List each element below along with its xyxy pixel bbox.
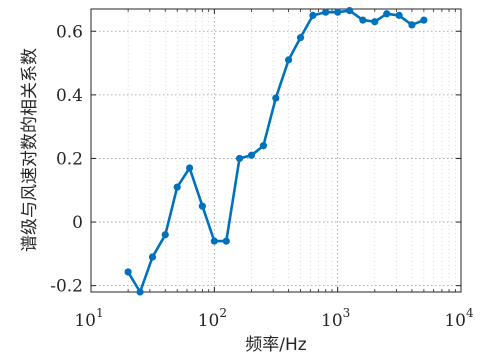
data-point (124, 268, 132, 276)
y-tick-label: 0.4 (56, 86, 83, 106)
data-point (395, 11, 403, 19)
data-point (198, 202, 206, 210)
y-tick-label: 0.6 (56, 22, 83, 42)
plot-frame (90, 8, 462, 293)
data-point (235, 154, 244, 163)
y-axis-title: 谱级与风速对数的相关系数 (20, 48, 40, 252)
data-point (296, 34, 305, 42)
x-tick-label: 103 (321, 306, 350, 331)
data-point (322, 8, 330, 16)
data-point (383, 10, 391, 18)
data-point (284, 56, 293, 64)
data-point (371, 18, 379, 26)
data-point (185, 164, 194, 172)
data-point (346, 6, 354, 15)
x-axis-title: 频率/Hz (245, 335, 307, 355)
y-tick-label: 0 (72, 213, 83, 233)
data-point (222, 237, 230, 245)
x-tick-label: 104 (444, 306, 474, 331)
data-point (359, 16, 367, 24)
data-point (247, 151, 256, 159)
data-point (309, 11, 317, 19)
data-point (161, 231, 169, 239)
data-point (334, 8, 342, 16)
data-series (124, 6, 428, 296)
data-point (408, 21, 416, 29)
y-tick-label: -0.2 (50, 277, 83, 297)
data-point (272, 94, 280, 102)
axis-ticks: 101 102 103 104 -0.2 0 0.2 0.4 0.6 (50, 9, 474, 331)
data-point (210, 237, 218, 245)
data-point (420, 16, 428, 24)
data-point (173, 183, 181, 191)
series-line (126, 9, 425, 294)
data-point (148, 253, 157, 261)
grid (91, 9, 461, 292)
y-tick-label: 0.2 (56, 149, 83, 169)
data-point (259, 142, 268, 150)
data-point (136, 288, 144, 296)
x-tick-label: 102 (198, 306, 227, 331)
x-tick-label: 101 (74, 306, 103, 331)
